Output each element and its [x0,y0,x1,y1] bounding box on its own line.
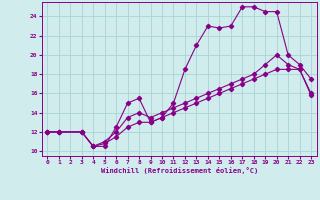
X-axis label: Windchill (Refroidissement éolien,°C): Windchill (Refroidissement éolien,°C) [100,167,258,174]
